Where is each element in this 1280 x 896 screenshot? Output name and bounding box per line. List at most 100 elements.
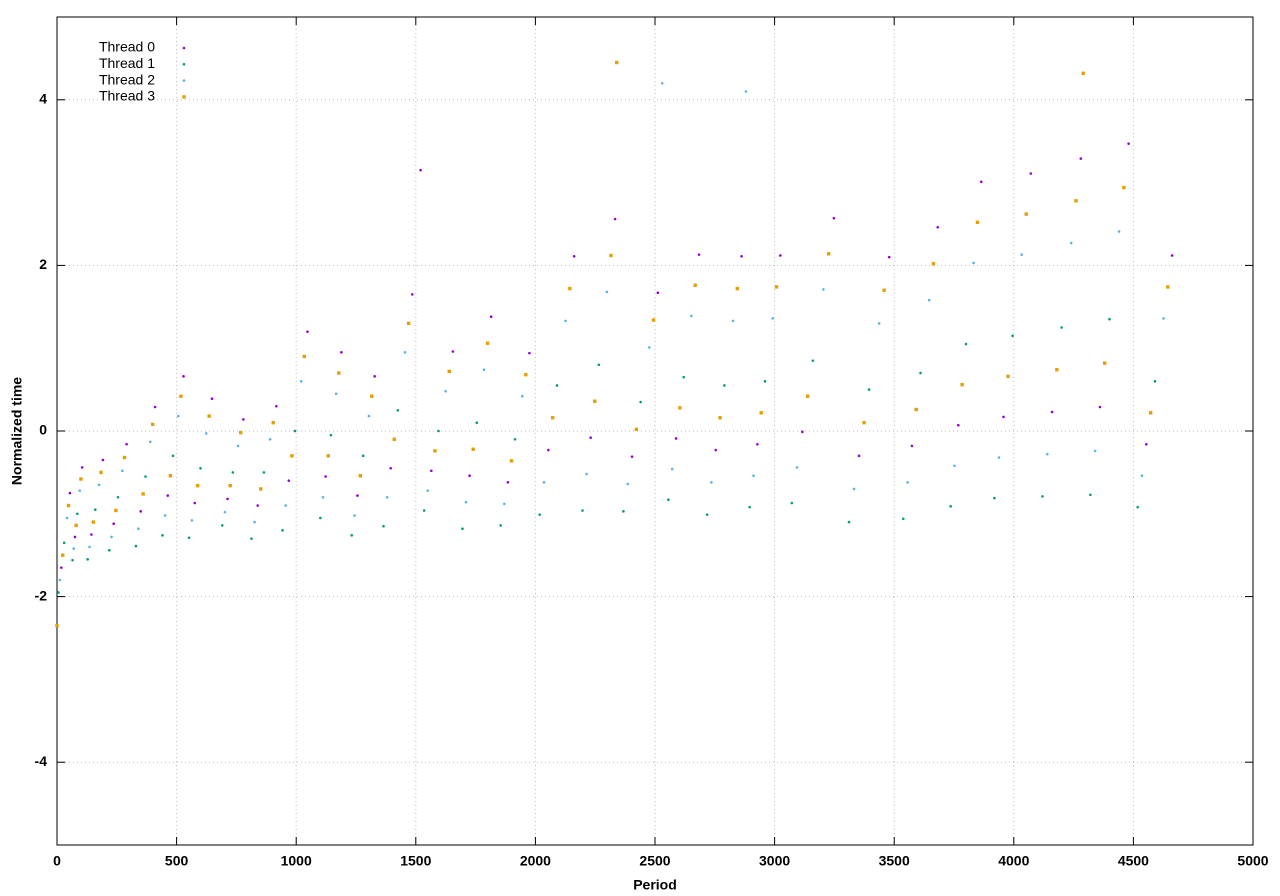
scatter-point [437, 429, 440, 433]
scatter-point [847, 520, 851, 524]
scatter-point [122, 455, 127, 460]
scatter-point [589, 436, 592, 439]
scatter-point [112, 522, 115, 526]
scatter-point [108, 548, 111, 552]
scatter-point [744, 90, 748, 93]
scatter-point [656, 291, 660, 295]
scatter-point [1140, 474, 1144, 478]
scatter-point [949, 505, 952, 508]
scatter-point [1098, 405, 1102, 409]
scatter-point [419, 168, 422, 172]
scatter-point [877, 322, 881, 325]
scatter-point [581, 509, 584, 512]
scatter-point [139, 510, 143, 513]
scatter-point [475, 421, 479, 425]
scatter-point [1148, 411, 1153, 415]
scatter-point [101, 458, 105, 462]
scatter-point [615, 60, 619, 65]
scatter-point [795, 466, 799, 469]
scatter-point [321, 495, 325, 499]
scatter-point [960, 382, 964, 387]
scatter-point [682, 375, 686, 379]
scatter-point [153, 405, 157, 409]
scatter-point [605, 290, 609, 294]
scatter-point [801, 430, 804, 434]
scatter-point [163, 514, 167, 517]
scatter-point [275, 404, 278, 408]
scatter-point [714, 448, 718, 452]
scatter-point [356, 494, 359, 497]
scatter-point [1011, 334, 1014, 338]
legend-label: Thread 1 [99, 55, 155, 71]
scatter-point [326, 454, 330, 458]
scatter-point [281, 529, 284, 532]
legend-label: Thread 2 [99, 71, 155, 87]
scatter-point [353, 514, 356, 517]
x-tick-label: 0 [53, 853, 61, 869]
scatter-point [509, 459, 514, 463]
scatter-point [622, 510, 625, 513]
scatter-point [528, 351, 531, 355]
y-axis-label: Normalized time [9, 377, 25, 485]
scatter-point [927, 298, 931, 302]
scatter-point [811, 359, 815, 362]
x-tick-label: 1000 [281, 853, 312, 869]
scatter-point [259, 487, 263, 491]
legend-marker [182, 63, 186, 66]
scatter-point [306, 330, 309, 333]
scatter-point [857, 454, 861, 458]
scatter-point [76, 512, 79, 516]
scatter-point [1029, 172, 1033, 175]
scatter-point [550, 416, 555, 420]
scatter-point [901, 517, 905, 521]
scatter-point [1020, 253, 1023, 256]
scatter-point [193, 501, 197, 505]
scatter-point [367, 414, 371, 418]
scatter-point [61, 553, 65, 557]
scatter-point [116, 495, 120, 499]
scatter-point [403, 351, 407, 354]
scatter-point [293, 429, 297, 433]
scatter-point [290, 454, 294, 458]
scatter-point [242, 418, 245, 421]
scatter-point [78, 489, 82, 492]
scatter-point [58, 578, 62, 582]
scatter-point [651, 318, 656, 322]
scatter-point [134, 544, 138, 548]
scatter-point [740, 254, 743, 258]
scatter-point [538, 513, 542, 516]
scatter-point [1006, 374, 1010, 379]
y-tick-label: 0 [39, 422, 47, 438]
scatter-point [361, 454, 365, 458]
scatter-point [503, 502, 506, 506]
scatter-point [199, 466, 202, 470]
scatter-point [613, 217, 617, 221]
x-tick-label: 3500 [879, 853, 910, 869]
scatter-point [444, 389, 448, 393]
scatter-point [805, 394, 810, 398]
scatter-point [406, 321, 411, 326]
scatter-point [1108, 317, 1111, 321]
scatter-point [141, 492, 145, 496]
scatter-point [634, 427, 639, 432]
scatter-point [389, 466, 392, 470]
scatter-point [1089, 493, 1092, 497]
scatter-point [693, 283, 697, 287]
x-tick-label: 1500 [400, 853, 431, 869]
scatter-point [756, 442, 759, 446]
scatter-point [752, 474, 755, 478]
scatter-point [979, 180, 983, 184]
scatter-point [422, 509, 426, 512]
scatter-point [57, 591, 60, 594]
legend-label: Thread 3 [99, 88, 155, 104]
scatter-point [350, 534, 353, 537]
scatter-point [1041, 495, 1044, 498]
scatter-point [74, 523, 78, 528]
scatter-point [86, 558, 89, 561]
scatter-point [678, 406, 682, 410]
scatter-point [324, 475, 327, 478]
scatter-point [80, 466, 84, 469]
scatter-point [735, 286, 739, 291]
scatter-point [887, 255, 891, 259]
